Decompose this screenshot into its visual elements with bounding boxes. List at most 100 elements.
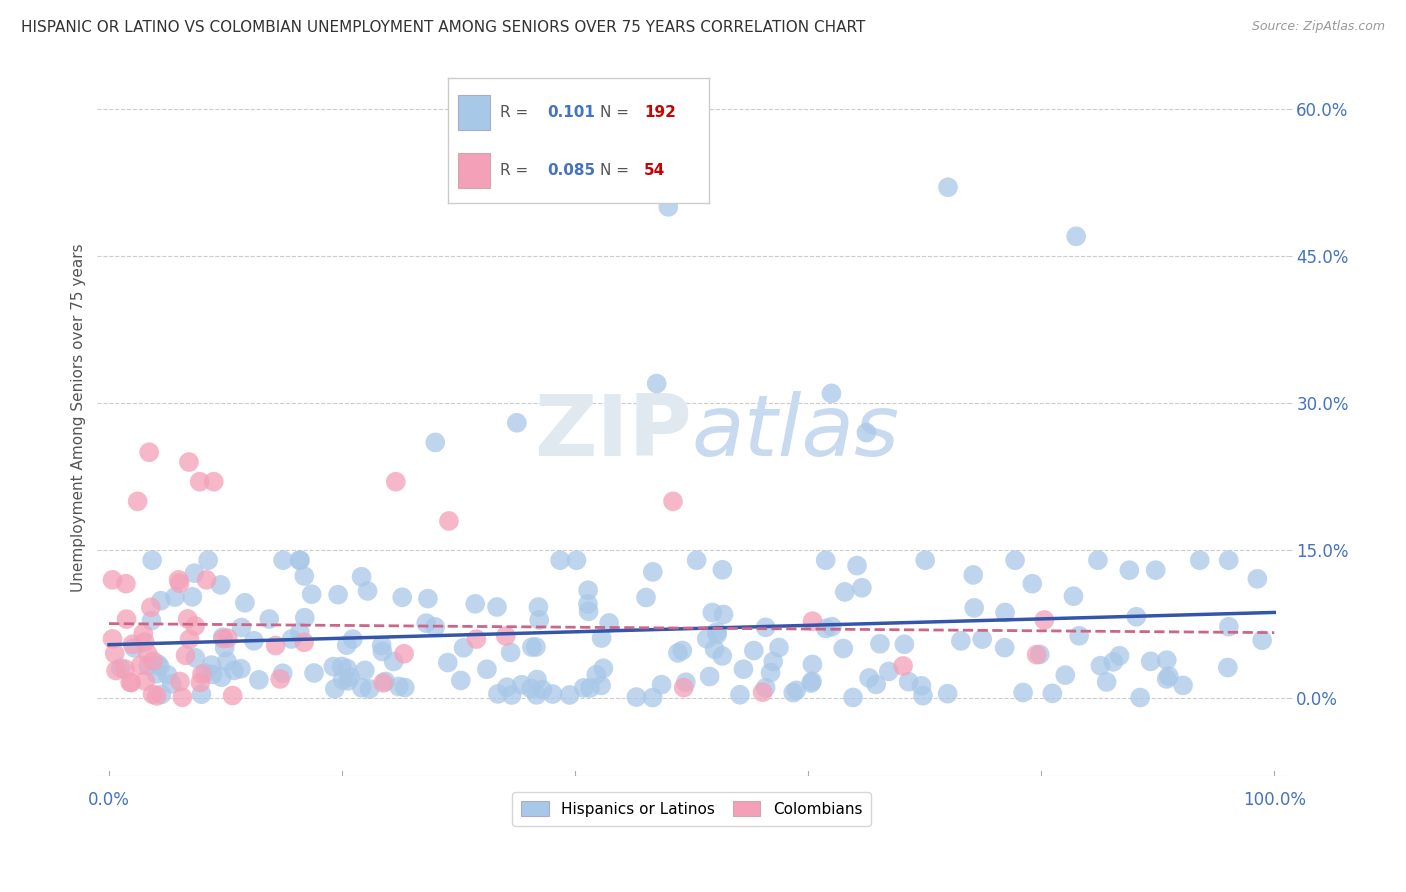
Point <box>129 658 152 673</box>
Point <box>184 650 207 665</box>
Point <box>1021 576 1043 591</box>
Point <box>142 687 165 701</box>
Point <box>675 675 697 690</box>
Point <box>322 659 344 673</box>
Point <box>972 632 994 646</box>
Point <box>288 553 311 567</box>
Point <box>634 591 657 605</box>
Point <box>572 681 595 695</box>
Point <box>1102 655 1125 669</box>
Point <box>190 675 212 690</box>
Point <box>201 667 224 681</box>
Point <box>134 635 156 649</box>
Point <box>501 688 523 702</box>
Point <box>336 638 359 652</box>
Point <box>229 662 252 676</box>
Point <box>146 657 169 671</box>
Point <box>120 675 142 690</box>
Point <box>936 180 959 194</box>
Point <box>591 631 613 645</box>
Point <box>353 664 375 678</box>
Point <box>1156 672 1178 686</box>
Point <box>706 627 728 641</box>
Point <box>374 674 396 689</box>
Point <box>1040 686 1063 700</box>
Point <box>138 445 160 459</box>
Point <box>1129 690 1152 705</box>
Point <box>475 662 498 676</box>
Point <box>371 644 394 658</box>
Point <box>1157 669 1180 683</box>
Point <box>626 690 648 704</box>
Point <box>264 639 287 653</box>
Point <box>1108 648 1130 663</box>
Point <box>195 573 218 587</box>
Point <box>115 576 138 591</box>
Point <box>437 514 460 528</box>
Point <box>994 606 1017 620</box>
Point <box>728 688 751 702</box>
Point <box>115 612 138 626</box>
Point <box>524 640 547 654</box>
Point <box>301 587 323 601</box>
Point <box>814 622 837 636</box>
Point <box>914 553 936 567</box>
Point <box>1054 668 1077 682</box>
Point <box>388 680 411 694</box>
Point <box>127 494 149 508</box>
Point <box>120 675 142 690</box>
Point <box>465 632 488 647</box>
Point <box>342 632 364 646</box>
Point <box>214 640 236 655</box>
Point <box>209 578 232 592</box>
Point <box>703 642 725 657</box>
Point <box>425 435 447 450</box>
Point <box>243 633 266 648</box>
Point <box>174 648 197 663</box>
Point <box>576 597 599 611</box>
Point <box>191 667 214 681</box>
Point <box>1064 229 1087 244</box>
Point <box>141 553 163 567</box>
Point <box>520 640 543 654</box>
Point <box>733 662 755 676</box>
Point <box>101 573 124 587</box>
Point <box>510 678 533 692</box>
Point <box>713 607 735 622</box>
Point <box>1118 563 1140 577</box>
Point <box>526 688 548 702</box>
Point <box>114 662 136 676</box>
Point <box>1188 553 1211 567</box>
Point <box>1062 589 1084 603</box>
Point <box>104 647 127 661</box>
Point <box>893 637 915 651</box>
Point <box>579 681 602 695</box>
Point <box>190 687 212 701</box>
Point <box>801 657 824 672</box>
Point <box>176 612 198 626</box>
Point <box>326 588 349 602</box>
Point <box>558 688 581 702</box>
Point <box>671 643 693 657</box>
Point <box>145 689 167 703</box>
Point <box>842 690 865 705</box>
Point <box>800 676 823 690</box>
Point <box>662 494 685 508</box>
Point <box>1090 658 1112 673</box>
Point <box>179 632 201 647</box>
Point <box>188 475 211 489</box>
Point <box>1025 648 1047 662</box>
Point <box>526 673 548 687</box>
Point <box>762 655 785 669</box>
Text: 0.0%: 0.0% <box>89 791 129 809</box>
Point <box>169 674 191 689</box>
Point <box>350 681 373 695</box>
Point <box>585 667 607 681</box>
Point <box>197 553 219 567</box>
Point <box>785 683 807 698</box>
Point <box>685 553 707 567</box>
Point <box>1171 678 1194 692</box>
Point <box>231 621 253 635</box>
Point <box>496 680 519 694</box>
Point <box>911 689 934 703</box>
